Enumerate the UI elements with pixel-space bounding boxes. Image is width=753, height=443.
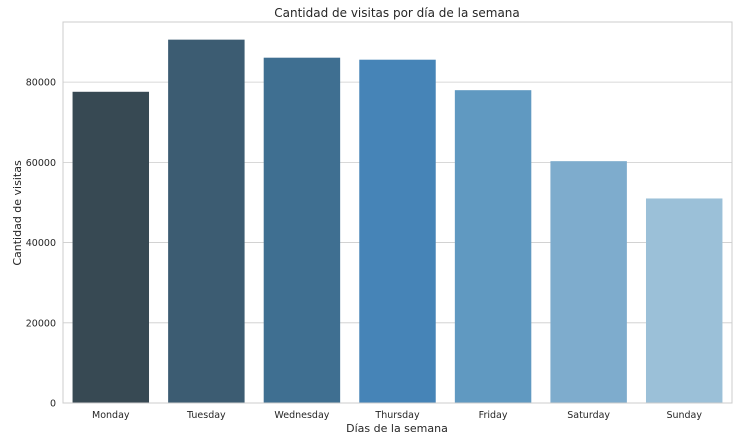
bar-tuesday <box>168 39 245 404</box>
y-tick-label: 20000 <box>26 318 56 329</box>
x-tick-label: Wednesday <box>274 410 329 421</box>
x-tick-label: Saturday <box>567 410 610 421</box>
x-tick-label: Monday <box>92 410 130 421</box>
y-tick-labels: 0 20000 40000 60000 80000 <box>26 78 56 410</box>
bar-sunday <box>645 198 723 403</box>
x-tick-label: Thursday <box>374 410 420 421</box>
bars <box>72 39 723 404</box>
x-tick-label: Friday <box>479 410 508 421</box>
x-tick-label: Tuesday <box>186 410 226 421</box>
bar-thursday <box>359 59 436 404</box>
y-tick-label: 80000 <box>26 78 56 89</box>
x-tick-labels: Monday Tuesday Wednesday Thursday Friday Satu… <box>92 410 702 421</box>
chart-title: Cantidad de visitas por día de la semana <box>274 6 520 20</box>
bar-wednesday <box>263 57 341 403</box>
plot-area-frame <box>62 21 733 404</box>
x-tick-label: Sunday <box>666 410 702 421</box>
y-tick-label: 40000 <box>26 238 56 249</box>
y-axis-label: Cantidad de visitas <box>11 160 24 266</box>
y-tick-label: 60000 <box>26 158 56 169</box>
bar-monday <box>72 91 150 404</box>
bar-friday <box>454 90 532 403</box>
bar-saturday <box>550 161 627 403</box>
y-tick-label: 0 <box>50 399 56 410</box>
x-axis-label: Días de la semana <box>346 422 448 435</box>
